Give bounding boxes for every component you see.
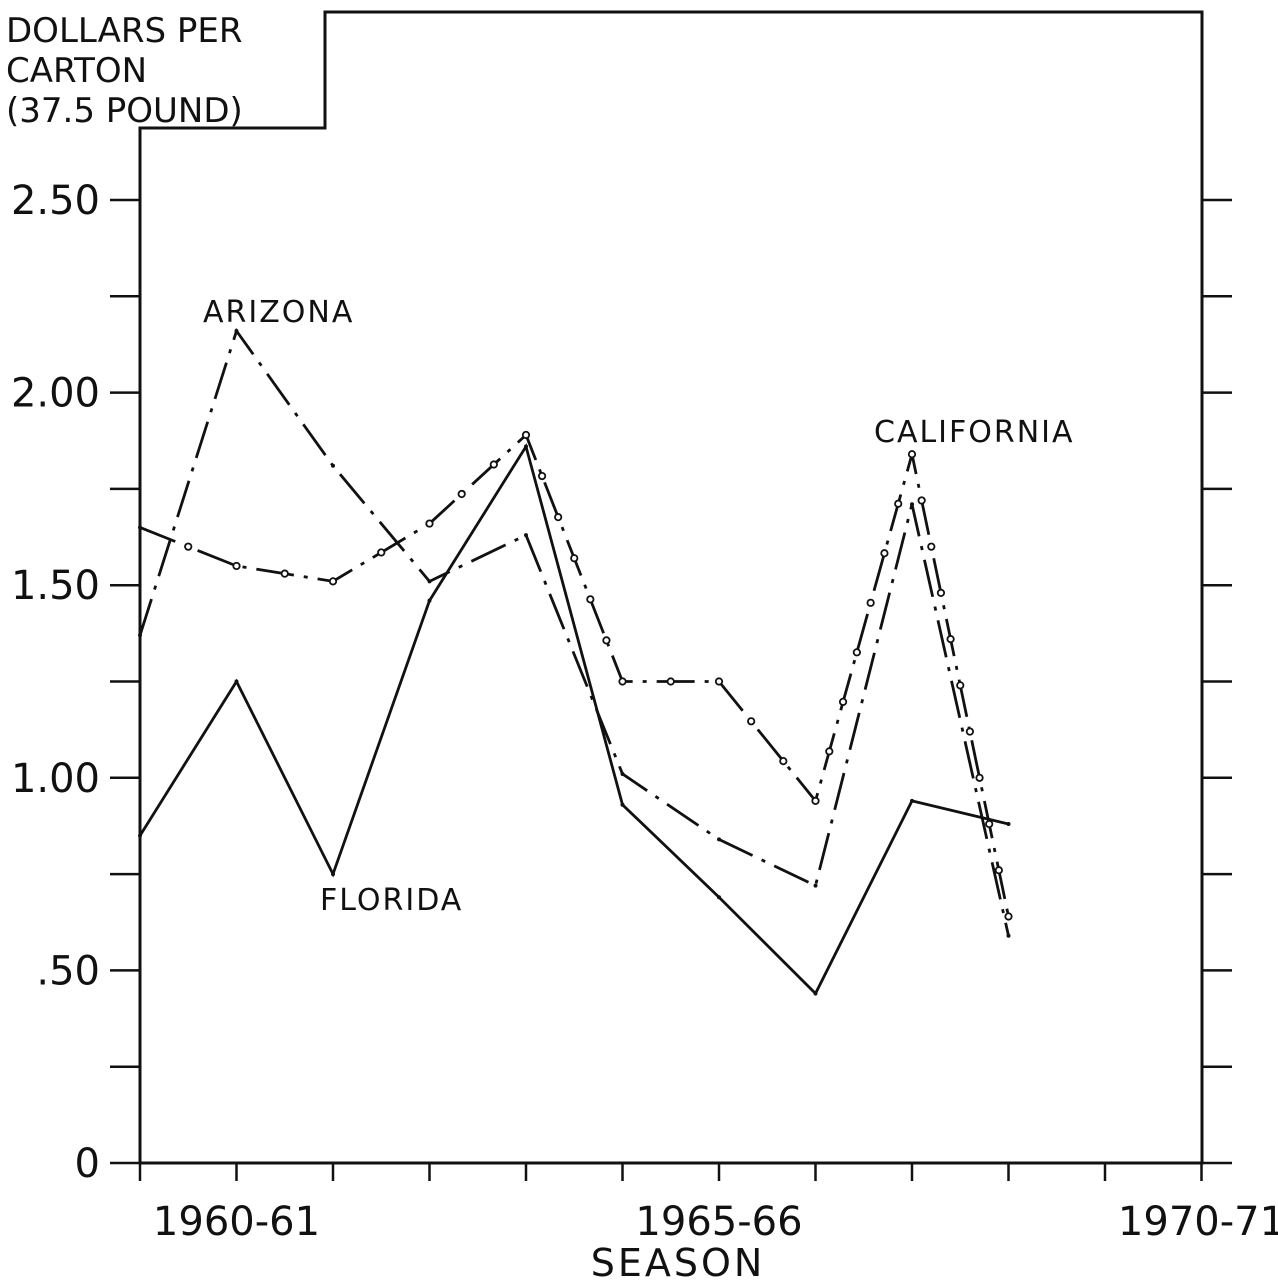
data-point-arizona	[524, 533, 528, 538]
data-point-florida	[717, 895, 721, 900]
series-marker-california	[747, 717, 756, 726]
series-marker-california	[917, 496, 926, 505]
series-marker-california	[825, 747, 834, 756]
data-point-arizona	[813, 883, 818, 888]
data-point-arizona	[717, 837, 721, 842]
series-marker-california	[894, 499, 903, 508]
series-marker-california	[328, 577, 338, 586]
series-marker-california	[965, 727, 974, 736]
data-point-florida	[234, 679, 239, 684]
series-marker-california	[618, 677, 627, 686]
x-tick-label: 1960-61	[153, 1199, 320, 1245]
series-marker-california	[586, 595, 595, 604]
series-marker-california	[866, 598, 875, 607]
x-axis: 1960-61 1965-66 1970-71	[138, 1163, 1278, 1245]
plot-frame	[138, 10, 1204, 1165]
y-tick-label: 0	[75, 1141, 100, 1187]
data-point-florida	[1006, 822, 1011, 827]
data-point-florida	[620, 802, 625, 807]
series-marker-california	[838, 697, 848, 706]
series-marker-california	[184, 542, 193, 551]
series-marker-california	[537, 471, 547, 481]
series-label-arizona: ARIZONA	[203, 295, 354, 330]
data-point-florida	[910, 798, 914, 803]
x-axis-label: SEASON	[591, 1241, 766, 1285]
y-axis-label-line-3: (37.5 POUND)	[6, 91, 243, 131]
series-marker-california	[994, 866, 1003, 875]
y-tick-label: 1.00	[11, 756, 100, 802]
series-label-florida: FLORIDA	[320, 883, 463, 918]
data-point-arizona	[910, 502, 914, 507]
series-marker-california	[779, 757, 788, 766]
y-tick-label: 2.50	[11, 178, 100, 224]
series-marker-california	[377, 548, 386, 557]
series-marker-california	[521, 430, 531, 440]
data-point-arizona	[234, 328, 239, 333]
series-line-california	[139, 432, 1010, 917]
series-marker-california	[280, 569, 289, 578]
series-marker-california	[811, 796, 820, 806]
series-marker-california	[985, 819, 994, 829]
y-tick-label: 1.50	[11, 563, 100, 609]
series-marker-california	[570, 554, 579, 563]
series-marker-california	[602, 636, 611, 645]
series-marker-california	[936, 588, 946, 598]
data-point-california	[138, 525, 142, 530]
data-point-florida	[138, 833, 142, 838]
y-axis-label-line-2: CARTON	[6, 51, 147, 91]
series-layer	[138, 327, 1013, 996]
series-marker-california	[975, 773, 984, 782]
data-point-arizona	[138, 633, 142, 638]
data-point-florida	[813, 991, 818, 996]
series-marker-california	[554, 513, 563, 522]
series-marker-california	[1004, 912, 1013, 921]
series-marker-california	[852, 648, 861, 657]
data-point-arizona	[1006, 933, 1011, 938]
data-point-arizona	[427, 579, 432, 584]
series-marker-california	[927, 542, 936, 551]
series-marker-california	[714, 677, 724, 686]
y-tick-label: .50	[36, 948, 100, 994]
y-axis: 0 .50 1.00 1.50 2.00 2.50	[11, 178, 1232, 1187]
series-marker-california	[666, 677, 675, 686]
series-marker-california	[489, 460, 498, 469]
y-tick-label: 2.00	[11, 371, 100, 417]
data-point-florida	[331, 872, 335, 877]
series-marker-california	[880, 549, 889, 558]
data-point-florida	[427, 598, 432, 603]
data-point-arizona	[620, 771, 625, 776]
y-axis-label-line-1: DOLLARS PER	[6, 11, 243, 51]
x-tick-label: 1965-66	[635, 1199, 802, 1245]
y-axis-label: DOLLARS PER CARTON (37.5 POUND)	[6, 11, 243, 131]
series-marker-california	[425, 519, 434, 528]
series-marker-california	[907, 450, 917, 459]
series-line-florida	[138, 443, 1009, 996]
data-point-arizona	[331, 463, 335, 468]
x-tick-label: 1970-71	[1118, 1199, 1278, 1245]
series-marker-california	[232, 561, 241, 571]
series-line-arizona	[138, 327, 1010, 937]
data-point-florida	[524, 444, 528, 449]
series-marker-california	[457, 489, 466, 499]
series-marker-california	[946, 635, 955, 644]
series-label-california: CALIFORNIA	[874, 415, 1075, 450]
series-marker-california	[956, 681, 965, 690]
